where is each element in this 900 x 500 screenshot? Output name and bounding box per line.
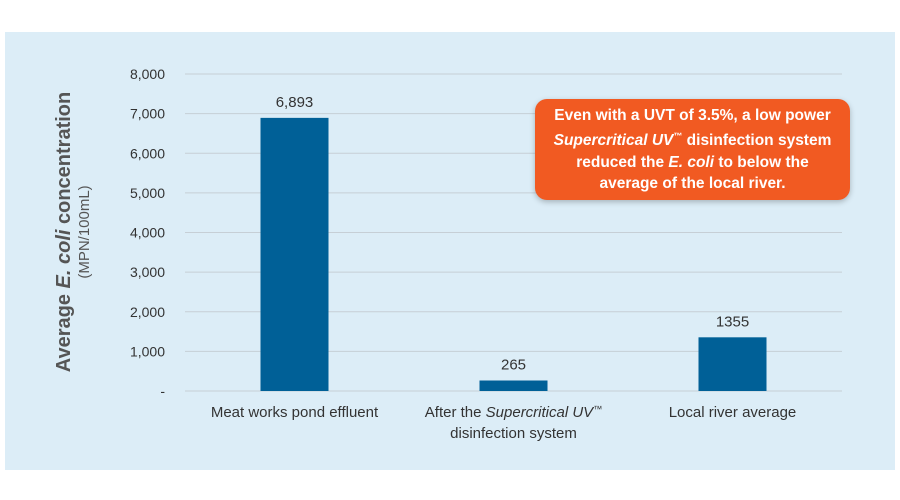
y-tick-label: 2,000	[130, 304, 165, 320]
y-tick-label: 4,000	[130, 225, 165, 241]
y-tick-label: -	[160, 383, 165, 399]
annotation-text: Even with a UVT of 3.5%, a low power Sup…	[553, 107, 832, 192]
y-tick-label: 5,000	[130, 185, 165, 201]
data-label: 265	[501, 356, 526, 373]
y-tick-label: 7,000	[130, 106, 165, 122]
y-axis-title-main: Average E. coli concentration	[53, 92, 75, 372]
y-axis-title: Average E. coli concentration(MPN/100mL)	[53, 92, 93, 372]
x-axis-labels: Meat works pond effluent After the Superc…	[211, 404, 796, 442]
x-tick-label: Local river average	[669, 404, 797, 421]
y-axis-title-group: Average E. coli concentration(MPN/100mL)	[53, 92, 93, 372]
x-tick-label: After the Supercritical UV™ disinfection …	[425, 404, 602, 442]
data-labels: 6,893 265 1355	[276, 94, 749, 374]
y-tick-label: 8,000	[130, 66, 165, 82]
bar	[479, 380, 548, 391]
data-label: 6,893	[276, 94, 314, 111]
bar	[260, 117, 329, 392]
x-tick-label: Meat works pond effluent	[211, 404, 379, 421]
data-label: 1355	[716, 313, 749, 330]
y-tick-label: 1,000	[130, 343, 165, 359]
annotation-callout: Even with a UVT of 3.5%, a low power Sup…	[535, 99, 850, 200]
y-tick-label: 3,000	[130, 264, 165, 280]
y-tick-label: 6,000	[130, 145, 165, 161]
y-axis-title-sub: (MPN/100mL)	[76, 185, 93, 278]
y-axis-ticks: - 1,000 2,000 3,000 4,000 5,000 6,000 7,000 8,00…	[130, 66, 165, 399]
bar	[698, 337, 767, 391]
bars	[260, 117, 767, 392]
